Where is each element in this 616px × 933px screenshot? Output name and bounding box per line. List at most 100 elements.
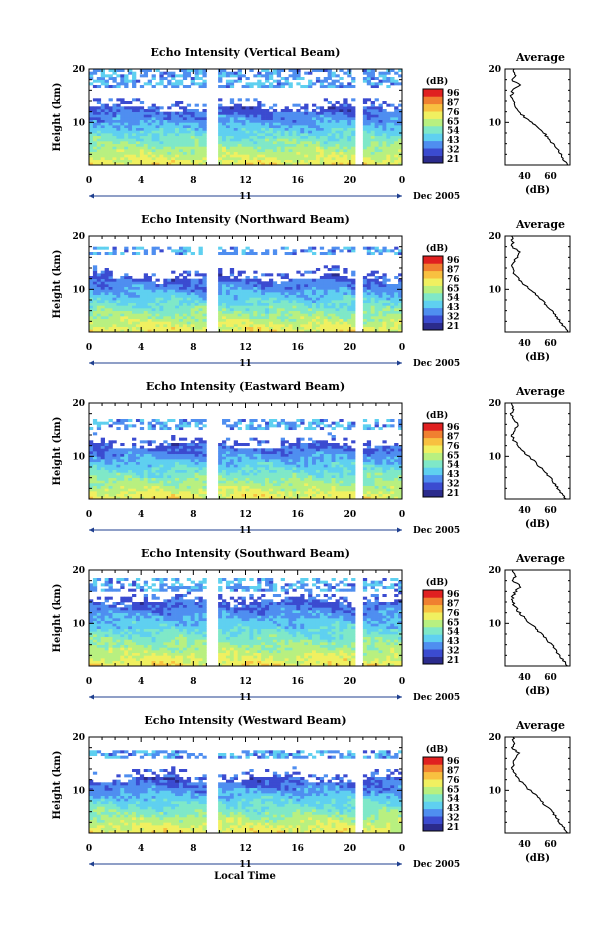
heatmap-cell xyxy=(120,109,124,112)
heatmap-cell xyxy=(93,276,97,279)
heatmap-cell xyxy=(253,138,257,141)
heatmap-cell xyxy=(234,106,238,109)
x-tick-label: 8 xyxy=(190,343,196,353)
heatmap-cell xyxy=(242,456,246,459)
heatmap-cell xyxy=(261,454,265,457)
heatmap-cell xyxy=(320,109,324,112)
heatmap-cell xyxy=(175,486,179,489)
heatmap-cell xyxy=(390,117,394,120)
heatmap-cell xyxy=(230,109,234,112)
heatmap-cell xyxy=(101,281,105,284)
heatmap-cell xyxy=(183,316,187,319)
heatmap-cell xyxy=(265,114,269,117)
heatmap-cell xyxy=(120,120,124,123)
heatmap-cell xyxy=(386,319,390,322)
heatmap-cell xyxy=(238,297,242,300)
heatmap-cell xyxy=(281,133,285,136)
heatmap-cell xyxy=(171,85,175,88)
heatmap-cell xyxy=(101,324,105,327)
heatmap-cell xyxy=(347,117,351,120)
heatmap-cell xyxy=(390,122,394,125)
heatmap-cell xyxy=(312,279,316,282)
heatmap-cell xyxy=(195,287,199,290)
heatmap-cell xyxy=(230,138,234,141)
heatmap-cell xyxy=(167,451,171,454)
heatmap-cell xyxy=(222,440,226,443)
heatmap-cell xyxy=(105,324,109,327)
heatmap-cell xyxy=(105,149,109,152)
heatmap-cell xyxy=(308,80,312,83)
heatmap-cell xyxy=(238,120,242,123)
heatmap-cell xyxy=(218,144,222,147)
heatmap-cell xyxy=(171,486,175,489)
heatmap-cell xyxy=(296,321,300,324)
heatmap-cell xyxy=(183,480,187,483)
heatmap-cell xyxy=(269,311,273,314)
heatmap-cell xyxy=(316,160,320,163)
heatmap-cell xyxy=(116,74,120,77)
heatmap-cell xyxy=(183,157,187,160)
heatmap-cell xyxy=(116,483,120,486)
heatmap-cell xyxy=(175,141,179,144)
heatmap-cell xyxy=(199,422,203,425)
heatmap-cell xyxy=(191,300,195,303)
heatmap-cell xyxy=(218,160,222,163)
heatmap-cell xyxy=(285,297,289,300)
heatmap-cell xyxy=(199,297,203,300)
heatmap-cell xyxy=(148,289,152,292)
heatmap-cell xyxy=(312,313,316,316)
heatmap-cell xyxy=(371,284,375,287)
heatmap-cell xyxy=(253,480,257,483)
heatmap-cell xyxy=(371,74,375,77)
heatmap-cell xyxy=(273,249,277,252)
heatmap-cell xyxy=(269,138,273,141)
heatmap-cell xyxy=(379,295,383,298)
heatmap-cell xyxy=(202,456,206,459)
heatmap-cell xyxy=(277,138,281,141)
heatmap-cell xyxy=(199,157,203,160)
heatmap-cell xyxy=(339,249,343,252)
heatmap-cell xyxy=(300,297,304,300)
heatmap-cell xyxy=(183,284,187,287)
heatmap-cell xyxy=(140,494,144,497)
heatmap-cell xyxy=(351,316,355,319)
heatmap-cell xyxy=(238,136,242,139)
heatmap-cell xyxy=(234,154,238,157)
heatmap-cell xyxy=(289,319,293,322)
heatmap-cell xyxy=(371,303,375,306)
heatmap-cell xyxy=(120,300,124,303)
heatmap-cell xyxy=(222,138,226,141)
heatmap-cell xyxy=(179,486,183,489)
heatmap-cell xyxy=(167,289,171,292)
heatmap-cell xyxy=(128,311,132,314)
heatmap-cell xyxy=(128,303,132,306)
heatmap-cell xyxy=(261,122,265,125)
heatmap-cell xyxy=(332,114,336,117)
heatmap-cell xyxy=(116,114,120,117)
heatmap-cell xyxy=(128,327,132,330)
heatmap-cell xyxy=(156,480,160,483)
heatmap-cell xyxy=(199,440,203,443)
heatmap-cell xyxy=(281,149,285,152)
heatmap-cell xyxy=(171,295,175,298)
heatmap-cell xyxy=(105,80,109,83)
heatmap-cell xyxy=(253,459,257,462)
heatmap-cell xyxy=(312,112,316,115)
heatmap-cell xyxy=(332,74,336,77)
heatmap-cell xyxy=(152,305,156,308)
heatmap-cell xyxy=(132,300,136,303)
heatmap-cell xyxy=(382,308,386,311)
heatmap-cell xyxy=(253,454,257,457)
heatmap-cell xyxy=(246,252,250,255)
heatmap-cell xyxy=(109,419,113,422)
heatmap-cell xyxy=(163,475,167,478)
heatmap-cell xyxy=(249,303,253,306)
heatmap-cell xyxy=(132,459,136,462)
heatmap-cell xyxy=(308,128,312,131)
heatmap-cell xyxy=(277,456,281,459)
heatmap-cell xyxy=(116,467,120,470)
heatmap-cell xyxy=(347,144,351,147)
heatmap-cell xyxy=(187,74,191,77)
heatmap-cell xyxy=(136,114,140,117)
